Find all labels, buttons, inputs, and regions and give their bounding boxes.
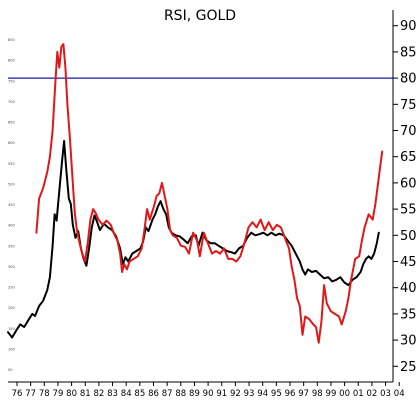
right-tick-label: 75 xyxy=(400,98,417,113)
x-tick-label: 82 xyxy=(93,389,104,399)
left-tick-label: 550 xyxy=(8,162,15,166)
left-tick-label: 350 xyxy=(8,244,15,248)
x-tick-label: 91 xyxy=(216,389,227,399)
right-tick-label: 60 xyxy=(400,176,417,191)
left-tick-label: 50 xyxy=(8,368,12,372)
x-tick-label: 01 xyxy=(353,389,364,399)
right-tick-label: 50 xyxy=(400,229,417,244)
x-tick-label: 02 xyxy=(366,389,377,399)
x-tick-label: 86 xyxy=(148,389,159,399)
left-tick-label: 100 xyxy=(8,347,15,351)
x-tick-label: 98 xyxy=(312,389,323,399)
series-lines xyxy=(7,43,384,344)
x-tick-label: 99 xyxy=(326,389,337,399)
x-tick-label: 81 xyxy=(80,389,91,399)
right-tick-label: 30 xyxy=(400,334,417,349)
x-tick-label: 94 xyxy=(257,389,268,399)
left-tick-label: 850 xyxy=(8,38,15,42)
right-tick-label: 25 xyxy=(400,360,417,375)
x-tick-label: 80 xyxy=(66,389,77,399)
x-axis-ticks: 76 77 78 79 80 81 82 83 84 85 86 87 88 89 90 91 92 93 94 95… xyxy=(12,382,405,399)
red-series-line xyxy=(35,43,384,344)
right-tick-label: 90 xyxy=(400,19,417,34)
x-tick-label: 96 xyxy=(285,389,296,399)
x-tick-label: 89 xyxy=(189,389,200,399)
left-axis-ticks: 850 800 750 700 650 600 550 500 450 400 350 300 250 2… xyxy=(8,38,15,372)
left-tick-label: 700 xyxy=(8,100,15,104)
left-tick-label: 800 xyxy=(8,59,15,63)
x-tick-label: 97 xyxy=(298,389,309,399)
x-tick-label: 79 xyxy=(53,389,64,399)
black-series-line xyxy=(7,140,380,339)
right-tick-label: 35 xyxy=(400,307,417,322)
left-tick-label: 500 xyxy=(8,182,15,186)
left-tick-label: 750 xyxy=(8,79,15,83)
right-tick-label: 85 xyxy=(400,45,417,60)
x-tick-label: 78 xyxy=(39,389,50,399)
left-tick-label: 400 xyxy=(8,224,15,228)
x-tick-label: 88 xyxy=(175,389,186,399)
x-tick-label: 83 xyxy=(107,389,118,399)
x-tick-label: 92 xyxy=(230,389,241,399)
left-tick-label: 250 xyxy=(8,286,15,290)
left-tick-label: 600 xyxy=(8,141,15,145)
right-axis-ticks: 25 30 35 40 45 50 55 60 65 70 75 80 85 90 xyxy=(393,19,417,375)
x-tick-label: 90 xyxy=(203,389,214,399)
left-tick-label: 650 xyxy=(8,121,15,125)
right-tick-label: 55 xyxy=(400,203,417,218)
right-tick-label: 65 xyxy=(400,150,417,165)
left-tick-label: 300 xyxy=(8,265,15,269)
x-tick-label: 04 xyxy=(394,389,405,399)
x-tick-label: 77 xyxy=(25,389,36,399)
chart-title: RSI, GOLD xyxy=(164,8,236,24)
left-tick-label: 450 xyxy=(8,203,15,207)
right-tick-label: 80 xyxy=(400,72,417,87)
left-tick-label: 200 xyxy=(8,306,15,310)
x-tick-label: 84 xyxy=(121,389,132,399)
left-tick-label: 150 xyxy=(8,327,15,331)
x-tick-label: 76 xyxy=(12,389,23,399)
x-tick-label: 95 xyxy=(271,389,282,399)
x-tick-label: 03 xyxy=(380,389,391,399)
right-tick-label: 45 xyxy=(400,255,417,270)
x-tick-label: 85 xyxy=(134,389,145,399)
x-tick-label: 87 xyxy=(162,389,173,399)
right-tick-label: 40 xyxy=(400,281,417,296)
x-tick-label: 00 xyxy=(339,389,350,399)
x-tick-label: 93 xyxy=(244,389,255,399)
right-tick-label: 70 xyxy=(400,124,417,139)
